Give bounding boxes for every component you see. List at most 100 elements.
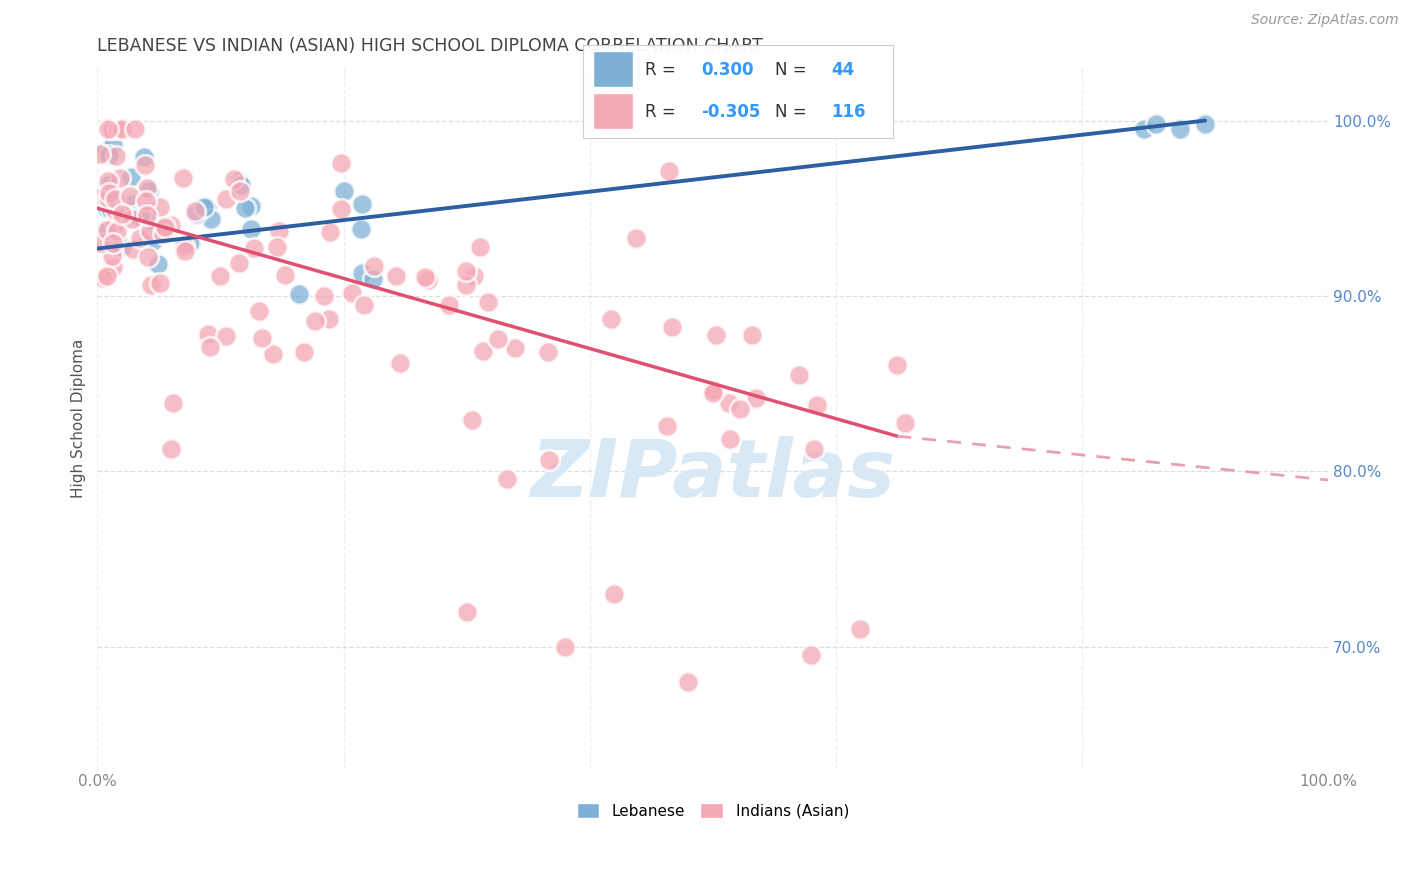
Point <box>233 201 256 215</box>
Point <box>361 272 384 286</box>
Point <box>330 155 353 169</box>
Point <box>104 149 127 163</box>
Point <box>128 230 150 244</box>
Text: LEBANESE VS INDIAN (ASIAN) HIGH SCHOOL DIPLOMA CORRELATION CHART: LEBANESE VS INDIAN (ASIAN) HIGH SCHOOL D… <box>97 37 763 55</box>
Point <box>111 207 134 221</box>
Point <box>105 192 128 206</box>
Point <box>97 191 120 205</box>
Point <box>658 164 681 178</box>
Point <box>90 236 112 251</box>
Point <box>706 327 728 342</box>
Point <box>661 320 683 334</box>
Text: 116: 116 <box>831 103 866 121</box>
Point <box>186 207 208 221</box>
Point <box>554 640 576 654</box>
Point <box>728 402 751 417</box>
Point <box>456 605 478 619</box>
Point <box>152 220 174 235</box>
Point <box>97 186 120 201</box>
Point <box>138 184 160 198</box>
Point <box>886 358 908 372</box>
Point <box>304 314 326 328</box>
Point <box>477 295 499 310</box>
Point <box>894 416 917 430</box>
Point <box>104 203 127 218</box>
Point <box>349 222 371 236</box>
Text: 44: 44 <box>831 61 855 78</box>
Point <box>456 277 478 292</box>
Point <box>228 184 250 198</box>
Point <box>332 184 354 198</box>
Point <box>96 223 118 237</box>
Point <box>91 271 114 285</box>
Point <box>800 648 823 663</box>
Text: R =: R = <box>645 103 676 121</box>
Point <box>198 340 221 354</box>
Point <box>111 122 134 136</box>
Point <box>97 174 120 188</box>
Point <box>269 223 291 237</box>
Point <box>148 256 170 270</box>
Point <box>134 158 156 172</box>
Point <box>247 303 270 318</box>
Text: N =: N = <box>775 103 807 121</box>
Point <box>110 171 132 186</box>
Text: ZIPatlas: ZIPatlas <box>530 435 896 514</box>
Point <box>193 200 215 214</box>
Point <box>101 138 124 153</box>
Point <box>200 211 222 226</box>
Point <box>101 260 124 275</box>
Point <box>330 202 353 216</box>
Point <box>243 241 266 255</box>
Point <box>159 442 181 456</box>
Point <box>136 204 159 219</box>
Point <box>252 331 274 345</box>
Point <box>135 194 157 208</box>
Point <box>240 199 263 213</box>
Point <box>152 227 174 242</box>
Point <box>262 347 284 361</box>
Point <box>463 268 485 283</box>
Point <box>208 269 231 284</box>
Point <box>624 230 647 244</box>
Point <box>98 178 121 192</box>
Point <box>122 242 145 256</box>
Point <box>114 208 136 222</box>
Point <box>136 229 159 244</box>
Point <box>292 345 315 359</box>
Point <box>129 210 152 224</box>
Point <box>503 341 526 355</box>
Point <box>160 218 183 232</box>
Point <box>153 219 176 234</box>
Point <box>174 244 197 258</box>
Point <box>103 188 125 202</box>
Point <box>470 240 492 254</box>
Point <box>91 188 114 202</box>
Text: R =: R = <box>645 61 676 78</box>
Point <box>197 326 219 341</box>
Point <box>288 286 311 301</box>
Point <box>149 200 172 214</box>
Point <box>789 368 811 382</box>
Point <box>215 192 238 206</box>
Point <box>385 268 408 283</box>
Point <box>172 171 194 186</box>
Point <box>141 278 163 293</box>
Point <box>717 396 740 410</box>
Point <box>488 332 510 346</box>
Point <box>90 193 112 207</box>
Point <box>105 194 128 209</box>
Point <box>215 329 238 343</box>
Point <box>318 312 340 326</box>
Point <box>318 225 340 239</box>
Point <box>342 286 364 301</box>
Point <box>741 328 763 343</box>
Point <box>121 212 143 227</box>
Point <box>108 213 131 227</box>
Point <box>600 312 623 326</box>
Point <box>139 224 162 238</box>
Point <box>1132 122 1154 136</box>
Point <box>389 356 412 370</box>
Point <box>98 147 121 161</box>
Point <box>537 452 560 467</box>
